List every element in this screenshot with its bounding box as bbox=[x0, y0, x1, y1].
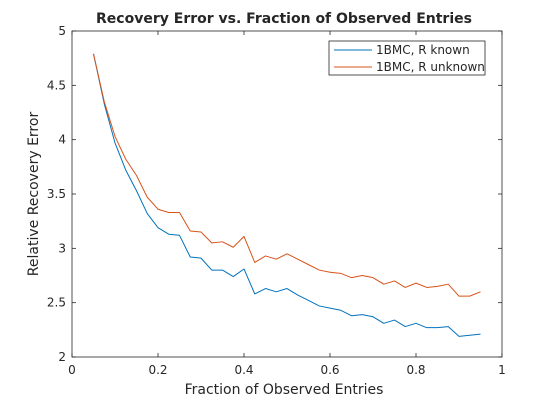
x-tick-label: 0.6 bbox=[320, 363, 339, 377]
x-tick-label: 0 bbox=[68, 363, 76, 377]
legend: 1BMC, R known 1BMC, R unknown bbox=[328, 40, 486, 76]
y-tick-label: 4.5 bbox=[47, 78, 66, 92]
y-tick-label: 2 bbox=[58, 350, 66, 364]
series-layer bbox=[93, 53, 481, 337]
y-tick-label: 4 bbox=[58, 133, 66, 147]
y-axis-label: Relative Recovery Error bbox=[26, 112, 42, 277]
legend-label-r-unknown: 1BMC, R unknown bbox=[376, 60, 485, 74]
y-tick-label: 2.5 bbox=[47, 296, 66, 310]
plot-area-background bbox=[72, 31, 502, 357]
series-line-1 bbox=[93, 53, 481, 297]
legend-label-r-known: 1BMC, R known bbox=[376, 43, 470, 57]
chart-title: Recovery Error vs. Fraction of Observed … bbox=[96, 11, 472, 27]
x-tick-label: 1 bbox=[498, 363, 506, 377]
x-tick-label: 0.2 bbox=[148, 363, 167, 377]
x-axis-label: Fraction of Observed Entries bbox=[185, 382, 384, 398]
x-axis-ticks: 0 0.2 0.4 0.6 0.8 1 bbox=[68, 31, 506, 377]
legend-box bbox=[328, 40, 486, 76]
x-tick-label: 0.4 bbox=[234, 363, 253, 377]
y-axis-ticks: 2 2.5 3 3.5 4 4.5 5 bbox=[47, 24, 502, 364]
y-tick-label: 3 bbox=[58, 241, 66, 255]
series-line-0 bbox=[93, 53, 481, 337]
y-tick-label: 5 bbox=[58, 24, 66, 38]
x-tick-label: 0.8 bbox=[406, 363, 425, 377]
y-tick-label: 3.5 bbox=[47, 187, 66, 201]
